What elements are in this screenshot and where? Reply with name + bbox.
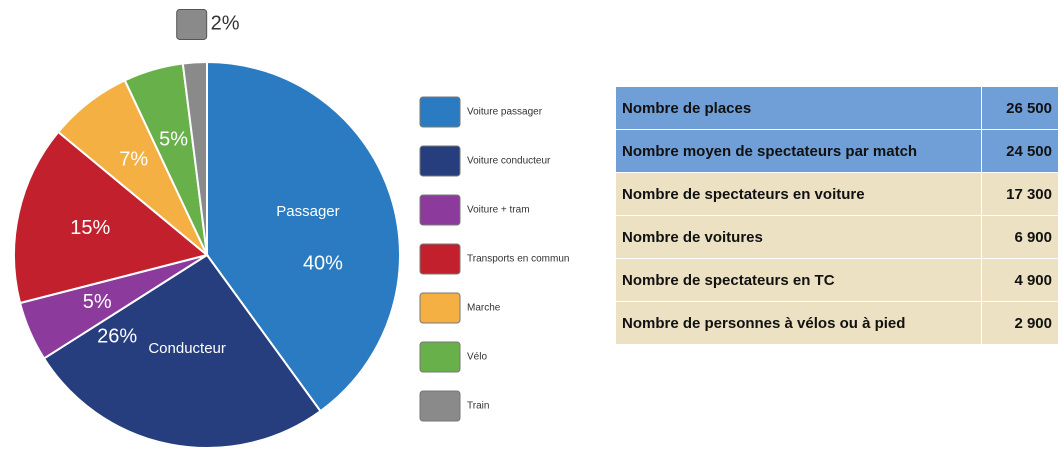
table-row: Nombre de places 26 500 <box>615 86 1059 130</box>
legend-label: Train <box>467 401 489 412</box>
slice-label: Conducteur <box>148 340 226 357</box>
value-label: 5% <box>159 128 188 150</box>
legend-swatch <box>419 341 461 373</box>
train-icon <box>176 8 208 40</box>
table: Nombre de places 26 500 Nombre moyen de sp… <box>615 86 1059 345</box>
row-label: Nombre moyen de spectateurs par match <box>615 129 982 173</box>
legend-swatch <box>419 145 461 177</box>
table-row: Nombre de voitures 6 900 <box>615 215 1059 259</box>
slice-label: Passager <box>276 203 339 220</box>
row-value: 24 500 <box>981 129 1059 173</box>
pie-slice <box>13 130 210 305</box>
row-label: Nombre de spectateurs en TC <box>615 258 982 302</box>
legend-label: Voiture passager <box>467 107 543 118</box>
legend-label: Voiture conducteur <box>467 156 551 167</box>
row-label: Nombre de personnes à vélos ou à pied <box>615 301 982 345</box>
row-value: 17 300 <box>981 172 1059 216</box>
legend-label: Marche <box>467 303 501 314</box>
value-label: 40% <box>303 252 343 274</box>
chart: Passager 40% Conducteur 26% 5% 15% 7% 5% 2% Voitu… <box>13 8 569 449</box>
pie-slice <box>181 60 208 256</box>
legend-swatch <box>419 194 461 226</box>
pie-slice <box>42 253 322 449</box>
value-label: 7% <box>119 149 148 171</box>
table-row: Nombre de spectateurs en TC 4 900 <box>615 258 1059 302</box>
legend-swatch <box>419 96 461 128</box>
row-label: Nombre de spectateurs en voiture <box>615 172 982 216</box>
value-label: 15% <box>70 217 110 239</box>
row-value: 26 500 <box>981 86 1059 130</box>
table-row: Nombre de personnes à vélos ou à pied 2 9… <box>615 301 1059 345</box>
table-row: Nombre moyen de spectateurs par match 24 … <box>615 129 1059 173</box>
row-label: Nombre de places <box>615 86 982 130</box>
value-label: 26% <box>97 326 137 348</box>
row-value: 4 900 <box>981 258 1059 302</box>
row-label: Nombre de voitures <box>615 215 982 259</box>
row-value: 2 900 <box>981 301 1059 345</box>
table-row: Nombre de spectateurs en voiture 17 300 <box>615 172 1059 216</box>
value-label: 5% <box>83 291 112 313</box>
legend-label: Voiture + tram <box>467 205 530 216</box>
value-label: 2% <box>211 13 240 35</box>
legend-swatch <box>419 292 461 324</box>
row-value: 6 900 <box>981 215 1059 259</box>
legend-label: Transports en commun <box>467 254 569 265</box>
legend-swatch <box>419 243 461 275</box>
legend-swatch <box>419 390 461 422</box>
pie-slice <box>206 60 401 413</box>
legend-label: Vélo <box>467 352 487 363</box>
